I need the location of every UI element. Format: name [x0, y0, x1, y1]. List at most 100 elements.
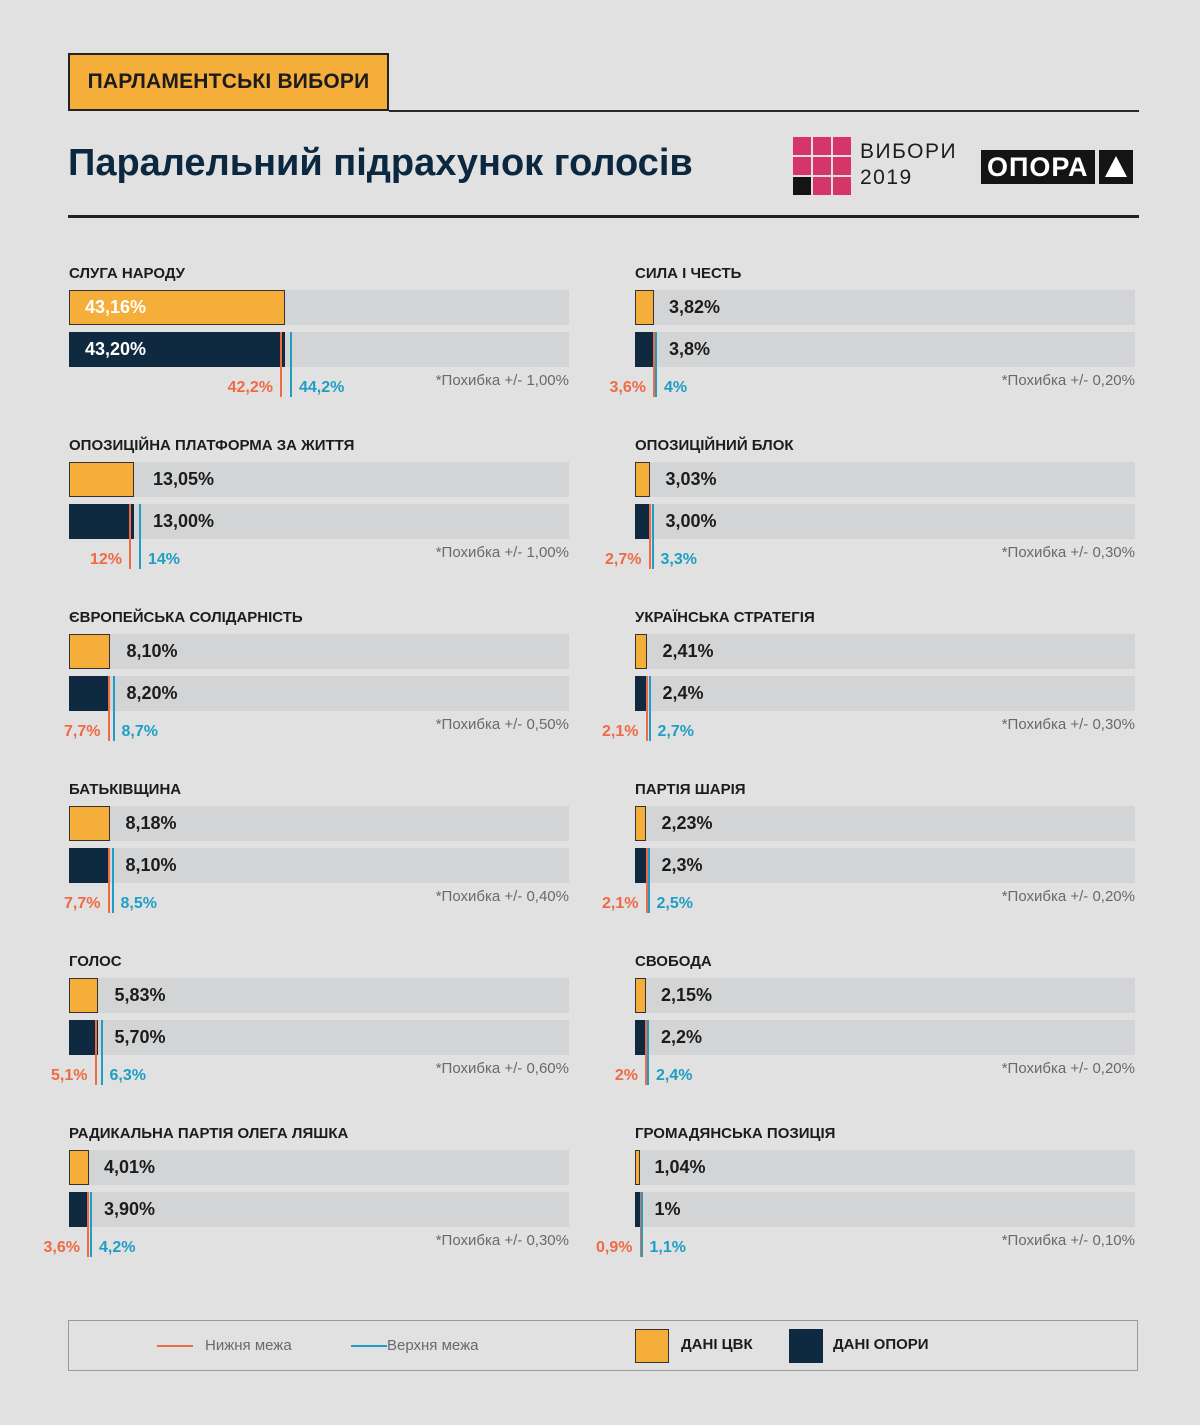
party-name: ГРОМАДЯНСЬКА ПОЗИЦІЯ [635, 1125, 836, 1142]
cvk-bar [635, 290, 655, 325]
opora-bar [69, 332, 285, 367]
party-name: БАТЬКІВЩИНА [69, 781, 182, 798]
cvk-track [69, 978, 569, 1013]
upper-bound-line [655, 332, 657, 397]
opora-value-label: 1% [654, 1199, 681, 1219]
opora-bar [635, 676, 647, 711]
party-name: ОПОЗИЦІЙНИЙ БЛОК [635, 437, 794, 454]
lower-bound-label: 2,7% [605, 551, 642, 568]
upper-bound-label: 14% [148, 551, 181, 568]
opora-bar [635, 1020, 646, 1055]
lower-bound-line [645, 676, 648, 741]
opora-bar [635, 332, 654, 367]
lower-bound-line [129, 504, 131, 569]
upper-bound-line [647, 1020, 649, 1085]
upper-bound-line [100, 1020, 103, 1085]
lower-bound-label: 0,9% [596, 1239, 633, 1256]
cvk-value-label: 4,01% [104, 1157, 156, 1177]
lower-bound-label: 2,1% [602, 723, 639, 740]
opora-value-label: 3,90% [104, 1199, 156, 1219]
opora-track [69, 676, 569, 711]
legend-lower-label: Нижня межа [205, 1337, 292, 1354]
cvk-track [69, 634, 569, 669]
legend-upper-line [351, 1345, 387, 1347]
upper-bound-line [651, 504, 654, 569]
cvk-bar [69, 634, 110, 669]
upper-bound-label: 8,7% [121, 723, 158, 740]
lower-bound-line [280, 332, 282, 397]
error-margin-note: *Похибка +/- 0,60% [435, 1060, 569, 1077]
lower-bound-label: 5,1% [51, 1067, 88, 1084]
party-name: ОПОЗИЦІЙНА ПЛАТФОРМА ЗА ЖИТТЯ [69, 437, 355, 454]
upper-bound-line [640, 1192, 643, 1257]
lower-bound-line [107, 676, 110, 741]
opora-bar [635, 504, 650, 539]
error-margin-note: *Похибка +/- 0,30% [1001, 716, 1135, 733]
upper-bound-label: 6,3% [109, 1067, 146, 1084]
cvk-value-label: 3,03% [665, 469, 717, 489]
lower-bound-label: 2% [614, 1067, 638, 1084]
party-name: СИЛА І ЧЕСТЬ [635, 265, 742, 282]
upper-bound-label: 2,7% [657, 723, 694, 740]
cvk-track [69, 806, 569, 841]
upper-bound-label: 2,4% [656, 1067, 693, 1084]
opora-value-label: 2,4% [662, 683, 704, 703]
cvk-bar [635, 978, 646, 1013]
opora-bar [69, 676, 110, 711]
upper-bound-label: 44,2% [299, 379, 345, 396]
lower-bound-label: 42,2% [227, 379, 273, 396]
cvk-value-label: 5,83% [114, 985, 166, 1005]
cvk-track [635, 462, 1135, 497]
cvk-bar [635, 1150, 641, 1185]
error-margin-note: *Похибка +/- 0,20% [1001, 1060, 1135, 1077]
cvk-value-label: 8,10% [126, 641, 178, 661]
opora-track [69, 1020, 569, 1055]
upper-bound-label: 4,2% [99, 1239, 136, 1256]
legend-opora-swatch [789, 1329, 823, 1363]
lower-bound-label: 3,6% [609, 379, 646, 396]
upper-bound-line [647, 848, 650, 913]
opora-logo-text: ОПОРА [981, 150, 1095, 184]
lower-bound-label: 2,1% [602, 895, 639, 912]
opora-value-label: 2,3% [661, 855, 703, 875]
cvk-value-label: 3,82% [669, 297, 721, 317]
cvk-value-label: 13,05% [153, 469, 215, 489]
cvk-track [635, 1150, 1135, 1185]
party-name: РАДИКАЛЬНА ПАРТІЯ ОЛЕГА ЛЯШКА [69, 1125, 349, 1142]
lower-bound-line [87, 1192, 89, 1257]
opora-value-label: 5,70% [114, 1027, 166, 1047]
error-margin-note: *Похибка +/- 0,20% [1001, 372, 1135, 389]
opora-bar [69, 1020, 98, 1055]
cvk-track [635, 806, 1135, 841]
opora-logo: ОПОРА [981, 150, 1137, 184]
opora-bar [635, 848, 647, 883]
legend-cvk-label: ДАНІ ЦВК [681, 1336, 753, 1353]
cvk-bar [69, 462, 135, 497]
cvk-track [69, 462, 569, 497]
opora-value-label: 3,8% [669, 339, 711, 359]
opora-triangle-icon [1098, 150, 1133, 184]
opora-bar [69, 848, 110, 883]
opora-track [635, 1192, 1135, 1227]
opora-track [635, 1020, 1135, 1055]
party-name: СВОБОДА [635, 953, 712, 970]
upper-bound-line [112, 676, 115, 741]
error-margin-note: *Похибка +/- 0,30% [1001, 544, 1135, 561]
cvk-value-label: 1,04% [654, 1157, 706, 1177]
legend: Нижня межа Верхня межа ДАНІ ЦВК ДАНІ ОПО… [68, 1320, 1138, 1371]
upper-bound-label: 8,5% [120, 895, 157, 912]
party-name: ГОЛОС [69, 953, 122, 970]
cvk-track [635, 634, 1135, 669]
cvk-value-label: 8,18% [125, 813, 177, 833]
cvk-value-label: 2,15% [661, 985, 713, 1005]
page-title: Паралельний підрахунок голосів [68, 142, 693, 184]
cvk-bar [635, 462, 651, 497]
lower-bound-label: 7,7% [64, 723, 101, 740]
lower-bound-label: 12% [89, 551, 122, 568]
opora-track [69, 504, 569, 539]
cvk-bar [69, 806, 110, 841]
party-name: УКРАЇНСЬКА СТРАТЕГІЯ [635, 609, 815, 626]
cvk-value-label: 2,41% [662, 641, 714, 661]
legend-lower-line [157, 1345, 193, 1347]
opora-bar [635, 1192, 640, 1227]
